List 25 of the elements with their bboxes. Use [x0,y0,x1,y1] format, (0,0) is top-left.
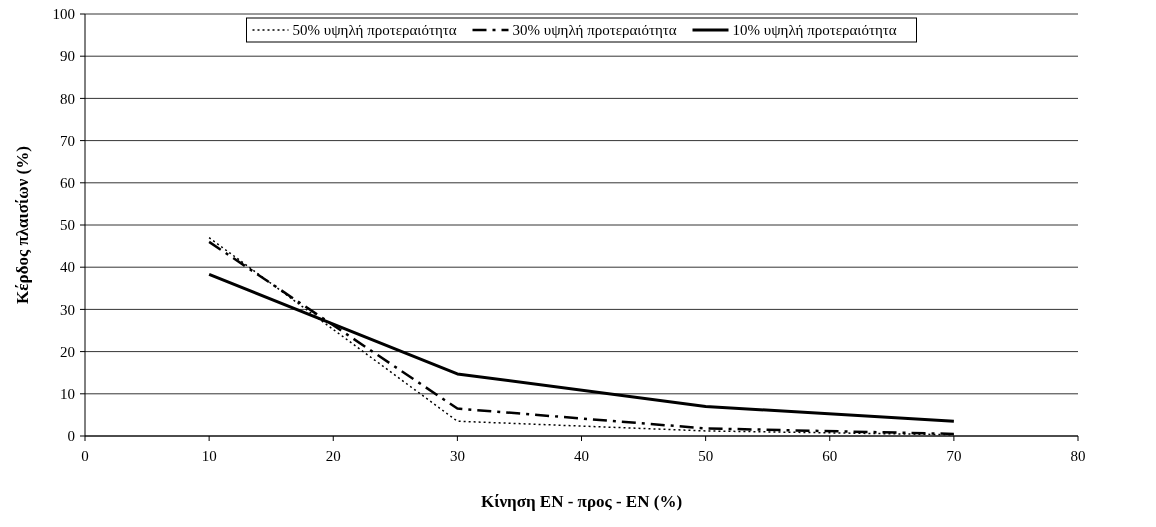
y-tick-label: 60 [60,175,75,192]
y-tick-label: 20 [60,343,75,360]
y-tick-label: 90 [60,48,75,65]
y-tick-label: 40 [60,259,75,276]
y-axis-title: Κέρδος πλαισίων (%) [13,146,32,304]
y-tick-label: 80 [60,90,75,107]
x-tick-label: 30 [449,448,465,464]
y-tick-label: 50 [60,217,75,234]
x-tick-label: 80 [1070,448,1086,464]
x-tick-label: 70 [946,448,962,464]
x-tick-label: 20 [325,448,341,464]
legend-label: 10% υψηλή προτεραιότητα [732,22,897,39]
y-tick-label: 70 [60,132,75,149]
x-tick-label: 50 [698,448,714,464]
x-axis-title: Κίνηση ΕΝ - προς - ΕΝ (%) [480,492,683,511]
x-tick-label: 10 [201,448,217,464]
x-tick-label: 60 [822,448,838,464]
x-tick-label: 40 [574,448,589,464]
legend-label: 50% υψηλή προτεραιότητα [292,22,457,39]
y-tick-label: 0 [67,428,75,445]
y-tick-label: 100 [52,6,75,23]
y-tick-label: 10 [60,386,75,403]
x-tick-label: 0 [81,448,89,464]
y-tick-label: 30 [60,301,75,318]
legend-label: 30% υψηλή προτεραιότητα [512,22,677,39]
